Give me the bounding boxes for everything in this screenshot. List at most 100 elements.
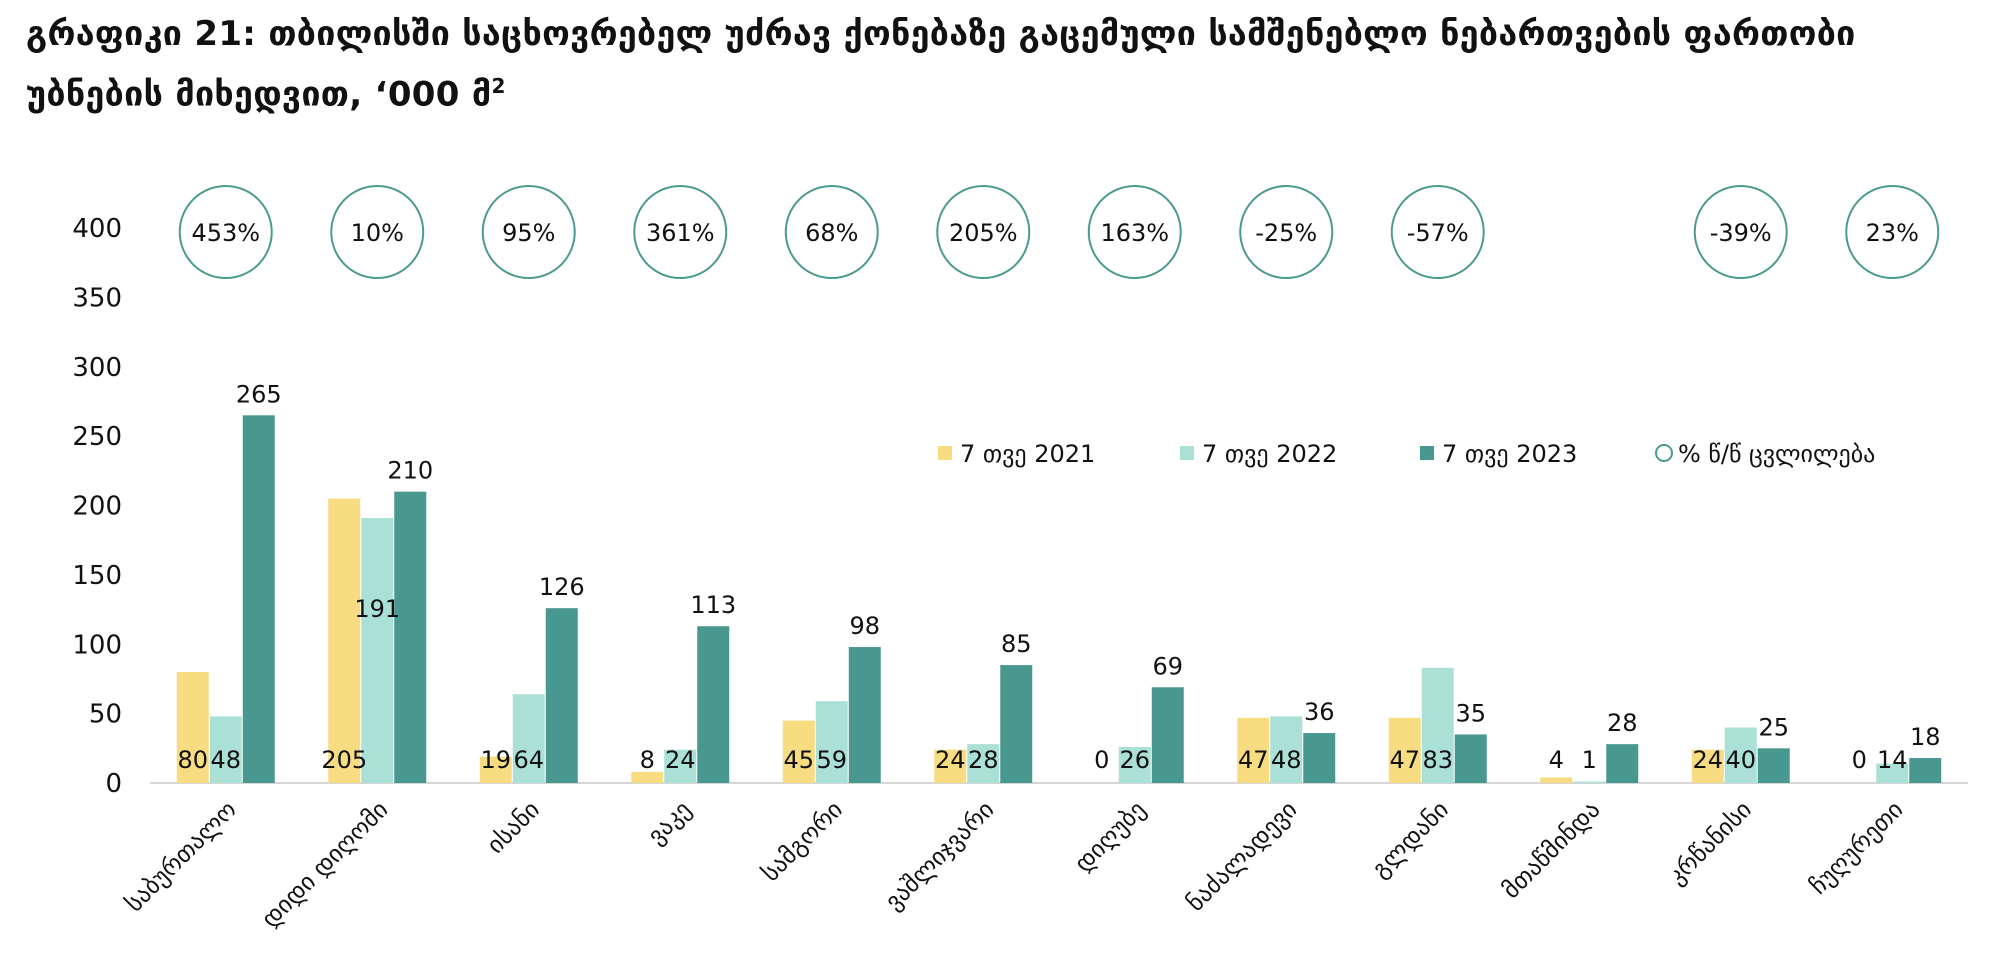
bar	[1540, 777, 1573, 783]
data-label: 205	[321, 746, 367, 774]
yoy-circle	[1087, 185, 1182, 279]
bar	[1876, 763, 1909, 783]
category-label: ნაძალადევი	[1181, 795, 1302, 916]
data-label: 48	[1271, 746, 1302, 774]
category-label: კრწანისი	[1662, 795, 1757, 890]
category-label: დიდი დიღომი	[256, 795, 394, 933]
data-label: 8	[640, 746, 655, 774]
data-label: 24	[665, 746, 696, 774]
bar	[1724, 727, 1757, 783]
chart-title: გრაფიკი 21: თბილისში საცხოვრებელ უძრავ ქ…	[26, 8, 1976, 120]
bar	[1151, 687, 1184, 783]
data-label: 47	[1238, 746, 1269, 774]
yoy-change-label: 163%	[1100, 219, 1169, 247]
y-tick-label: 50	[89, 700, 122, 730]
yoy-change-circles: 453% 10% 95% 361% 68% 205% 163% -25% -57% -39% 23%	[178, 185, 1940, 279]
y-tick-label: 200	[72, 492, 122, 522]
category-label: დიღუბე	[1069, 795, 1151, 877]
data-label: 36	[1304, 698, 1335, 726]
y-tick-label: 350	[72, 283, 122, 313]
bar	[631, 771, 664, 783]
yoy-change-label: -57%	[1407, 219, 1469, 247]
y-tick-label: 250	[72, 422, 122, 452]
yoy-circle	[936, 185, 1031, 279]
data-label: 83	[1422, 746, 1453, 774]
bar	[1000, 665, 1033, 783]
yoy-circle	[1239, 185, 1334, 279]
yoy-circle	[178, 185, 273, 279]
category-label: ვაშლიჯვარი	[879, 795, 999, 915]
bar	[1118, 746, 1151, 783]
category-label: მთაწმინდა	[1497, 795, 1606, 904]
yoy-change-label: 68%	[805, 219, 858, 247]
y-tick-label: 300	[72, 353, 122, 383]
legend: 7 თვე 2021 7 თვე 2022 7 თვე 2023 % წ/წ ცვლი…	[938, 440, 1875, 468]
legend-swatch	[1420, 446, 1434, 460]
bar	[1237, 717, 1270, 783]
data-label: 113	[690, 591, 736, 619]
data-label: 69	[1152, 652, 1183, 680]
bar	[1691, 749, 1724, 783]
data-label: 265	[236, 380, 282, 408]
yoy-change-label: -39%	[1710, 219, 1772, 247]
bar	[664, 749, 697, 783]
bar	[934, 749, 967, 783]
legend-label: 7 თვე 2022	[1202, 440, 1337, 468]
data-label: 18	[1910, 723, 1941, 751]
bar	[1388, 717, 1421, 783]
yoy-change-label: 361%	[646, 219, 715, 247]
data-label: 26	[1119, 746, 1150, 774]
legend-label: 7 თვე 2023	[1442, 440, 1577, 468]
yoy-circle	[330, 185, 425, 279]
bar	[1454, 734, 1487, 783]
bar	[545, 608, 578, 783]
bar	[1606, 744, 1639, 783]
data-label: 40	[1725, 746, 1756, 774]
data-label: 4	[1549, 746, 1564, 774]
category-label: ვაკე	[642, 795, 696, 849]
chart-title-text: გრაფიკი 21: თბილისში საცხოვრებელ უძრავ ქ…	[26, 14, 1856, 115]
data-label: 25	[1758, 713, 1789, 741]
data-label: 210	[387, 457, 433, 485]
category-label: საბურთალო	[120, 795, 242, 917]
category-label: გლდანი	[1366, 795, 1454, 883]
bar	[512, 694, 545, 783]
data-label: 35	[1455, 699, 1486, 727]
y-tick-label: 150	[72, 561, 122, 591]
data-label: 1	[1582, 746, 1597, 774]
category-label: ისანი	[481, 795, 545, 859]
bar	[242, 415, 275, 783]
legend-swatch	[1180, 446, 1194, 460]
yoy-change-label: 10%	[351, 219, 404, 247]
bar	[848, 647, 881, 783]
data-label: 45	[783, 746, 814, 774]
yoy-change-label: 23%	[1866, 219, 1919, 247]
yoy-circle	[1845, 185, 1940, 279]
bar	[1303, 733, 1336, 783]
category-label: ჩუღურეთი	[1804, 795, 1908, 899]
data-label: 85	[1001, 630, 1032, 658]
bars	[176, 415, 1942, 783]
y-tick-label: 400	[72, 214, 122, 244]
data-label: 14	[1877, 746, 1908, 774]
data-label: 28	[1607, 709, 1638, 737]
data-label: 24	[935, 746, 966, 774]
data-label: 28	[968, 746, 999, 774]
bar	[967, 744, 1000, 783]
data-label: 59	[816, 746, 847, 774]
bar	[697, 626, 730, 783]
legend-label: % წ/წ ცვლილება	[1678, 440, 1875, 468]
bar	[815, 701, 848, 783]
data-label: 0	[1094, 746, 1109, 774]
bar	[176, 672, 209, 783]
bar	[782, 720, 815, 783]
data-label: 0	[1852, 746, 1867, 774]
bar	[1757, 748, 1790, 783]
data-label: 80	[177, 746, 208, 774]
data-label: 24	[1692, 746, 1723, 774]
yoy-circle	[1390, 185, 1485, 279]
bar	[1270, 716, 1303, 783]
data-label: 64	[513, 746, 544, 774]
